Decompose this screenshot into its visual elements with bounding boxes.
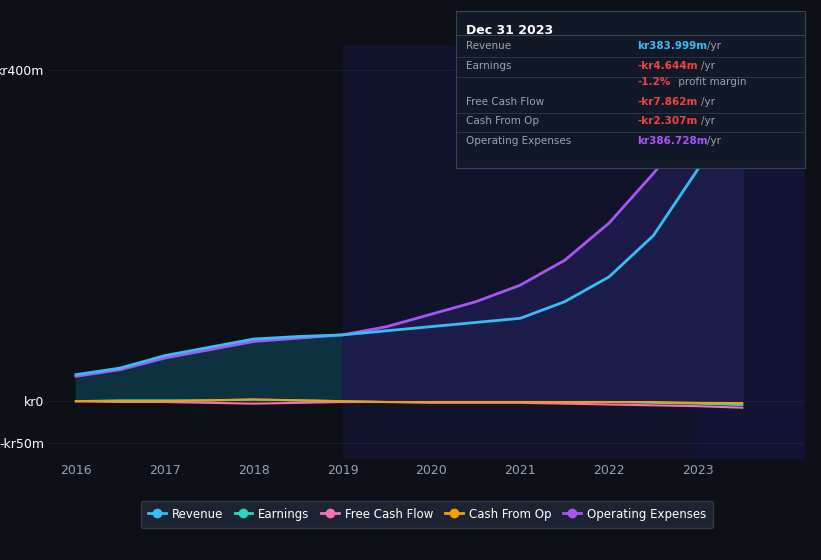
- Text: -kr4.644m: -kr4.644m: [637, 61, 698, 71]
- Text: /yr: /yr: [700, 61, 714, 71]
- Text: Operating Expenses: Operating Expenses: [466, 136, 571, 146]
- Text: kr383.999m: kr383.999m: [637, 41, 707, 51]
- Text: profit margin: profit margin: [676, 77, 747, 87]
- Bar: [342, 45, 698, 459]
- Text: -kr2.307m: -kr2.307m: [637, 116, 698, 126]
- Text: Cash From Op: Cash From Op: [466, 116, 539, 126]
- Text: -kr7.862m: -kr7.862m: [637, 97, 698, 107]
- Text: Revenue: Revenue: [466, 41, 511, 51]
- Text: /yr: /yr: [700, 97, 714, 107]
- Text: Earnings: Earnings: [466, 61, 511, 71]
- Text: kr386.728m: kr386.728m: [637, 136, 708, 146]
- Bar: [698, 45, 805, 459]
- Text: Free Cash Flow: Free Cash Flow: [466, 97, 544, 107]
- Legend: Revenue, Earnings, Free Cash Flow, Cash From Op, Operating Expenses: Revenue, Earnings, Free Cash Flow, Cash …: [140, 501, 713, 528]
- Text: /yr: /yr: [707, 136, 721, 146]
- Text: Dec 31 2023: Dec 31 2023: [466, 24, 553, 37]
- Text: -1.2%: -1.2%: [637, 77, 670, 87]
- Text: /yr: /yr: [707, 41, 721, 51]
- Text: /yr: /yr: [700, 116, 714, 126]
